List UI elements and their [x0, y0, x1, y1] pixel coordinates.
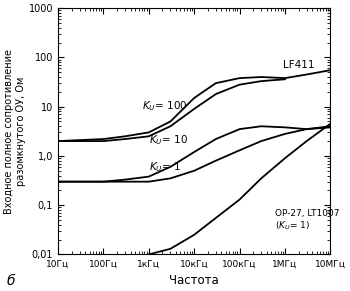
Text: $K_U$= 10: $K_U$= 10: [149, 134, 188, 147]
Text: $K_U$= 1: $K_U$= 1: [149, 161, 181, 175]
Text: OP-27, LT1007
($K_U$= 1): OP-27, LT1007 ($K_U$= 1): [275, 209, 340, 232]
Text: $K_U$= 100: $K_U$= 100: [142, 99, 187, 113]
Y-axis label: Входное полное сопротивление
разомкнутого ОУ, Ом: Входное полное сопротивление разомкнутог…: [4, 49, 26, 214]
X-axis label: Частота: Частота: [169, 274, 219, 287]
Text: LF411: LF411: [283, 60, 314, 70]
Text: б: б: [7, 274, 15, 288]
